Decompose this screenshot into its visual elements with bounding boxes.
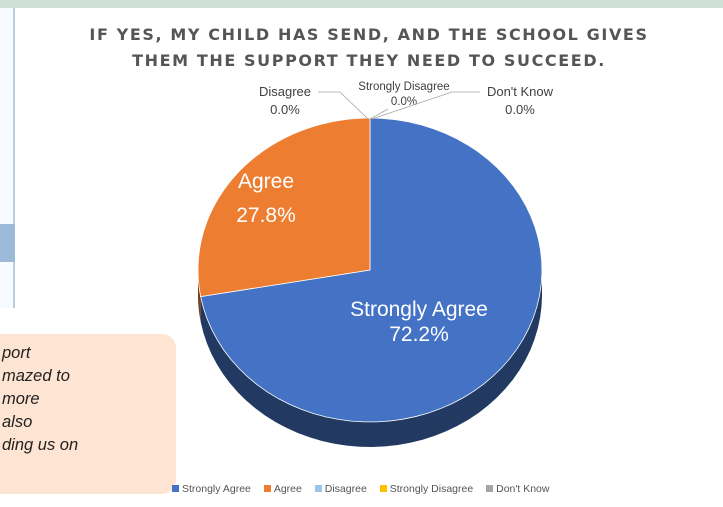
- chart-legend: Strongly Agree Agree Disagree Strongly D…: [172, 483, 559, 497]
- legend-swatch: [314, 485, 322, 492]
- legend-label: Don't Know: [496, 483, 550, 495]
- legend-item-strongly-disagree: Strongly Disagree: [379, 483, 474, 495]
- legend-swatch: [263, 485, 271, 492]
- legend-swatch: [379, 485, 387, 492]
- legend-label: Disagree: [324, 483, 367, 495]
- leader-line: [369, 108, 389, 120]
- top-band: [0, 0, 723, 8]
- legend-item-agree: Agree: [263, 483, 302, 495]
- data-label-value: 72.2%: [389, 323, 449, 346]
- chart-title: IF YES, MY CHILD HAS SEND, AND THE SCHOO…: [89, 25, 649, 70]
- quote-line: also: [2, 413, 33, 431]
- legend-item-disagree: Disagree: [314, 483, 367, 495]
- quote-box: [0, 334, 176, 494]
- data-label-category: Don't Know: [487, 84, 554, 99]
- leader-line: [318, 91, 369, 120]
- legend-label: Strongly Disagree: [389, 483, 474, 495]
- quote-line: port: [2, 344, 31, 362]
- data-label-value: 0.0%: [505, 102, 535, 117]
- legend-item-dont-know: Don't Know: [486, 483, 549, 495]
- pie-side-agree: [198, 270, 201, 322]
- leader-line: [371, 91, 480, 120]
- pie-slice-strongly-agree: [200, 117, 543, 423]
- data-label-category: Agree: [238, 170, 294, 193]
- data-label-category: Strongly Disagree: [358, 81, 449, 93]
- pie-slice-agree: [197, 117, 371, 298]
- data-label-value: 0.0%: [270, 102, 300, 117]
- data-label-category: Disagree: [259, 84, 311, 99]
- legend-label: Agree: [273, 483, 302, 495]
- quote-line: ding us on: [2, 436, 79, 454]
- data-label-value: 27.8%: [236, 204, 296, 227]
- data-label-value: 0.0%: [391, 96, 417, 108]
- quote-line: more: [2, 390, 40, 408]
- quote-text: port mazed to more also ding us on: [0, 342, 175, 457]
- data-label-category: Strongly Agree: [350, 298, 488, 321]
- legend-swatch: [172, 485, 179, 492]
- legend-item-strongly-agree: Strongly Agree: [172, 483, 251, 495]
- legend-swatch: [486, 485, 494, 492]
- legend-label: Strongly Agree: [182, 483, 251, 495]
- quote-line: mazed to: [2, 367, 70, 385]
